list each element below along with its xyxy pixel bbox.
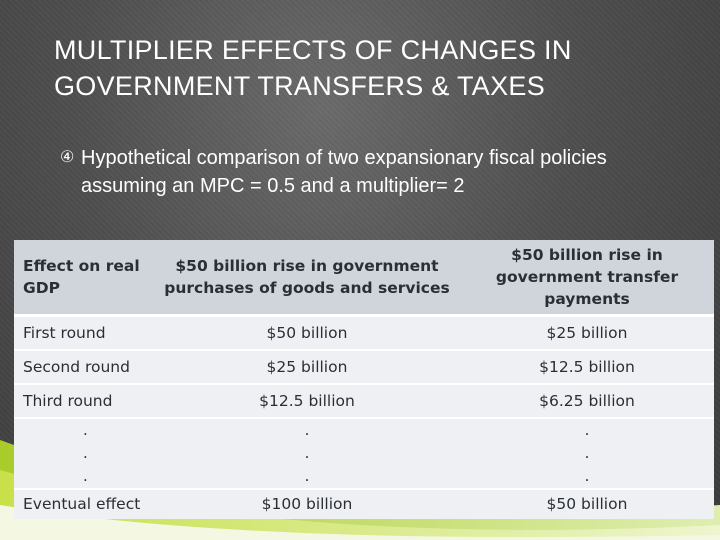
ellipsis-dot: . <box>83 443 88 462</box>
ellipsis-dot: . <box>584 443 590 462</box>
header-effect: Effect on real GDP <box>14 240 154 317</box>
ellipsis-dot: . <box>83 420 88 439</box>
ellipsis-row: . . . . . . . . . <box>14 417 714 490</box>
multiplier-table: Effect on real GDP $50 billion rise in g… <box>14 240 714 519</box>
purchases-value: $100 billion <box>154 488 460 519</box>
table-header-row: Effect on real GDP $50 billion rise in g… <box>14 240 714 317</box>
ellipsis-dot: . <box>304 443 310 462</box>
ellipsis-cell: . . . <box>14 417 154 490</box>
circled-digit-4-icon: ④ <box>60 149 75 166</box>
table-row: First round $50 billion $25 billion <box>14 315 714 351</box>
header-transfer-payments: $50 billion rise in government transfer … <box>459 240 714 317</box>
ellipsis-cell: . . . <box>154 417 460 490</box>
table-row: Third round $12.5 billion $6.25 billion <box>14 383 714 419</box>
ellipsis-cell: . . . <box>459 417 714 490</box>
eventual-effect-row: Eventual effect $100 billion $50 billion <box>14 488 714 519</box>
row-label: Second round <box>14 349 154 385</box>
ellipsis-dot: . <box>83 466 88 485</box>
bullet-text: Hypothetical comparison of two expansion… <box>81 147 607 197</box>
table-row: Second round $25 billion $12.5 billion <box>14 349 714 385</box>
transfers-value: $12.5 billion <box>459 349 714 385</box>
purchases-value: $50 billion <box>154 315 460 351</box>
row-label: Eventual effect <box>14 488 154 519</box>
bullet-point: ④ Hypothetical comparison of two expansi… <box>60 144 650 200</box>
ellipsis-dot: . <box>584 466 590 485</box>
row-label: Third round <box>14 383 154 419</box>
ellipsis-dot: . <box>304 466 310 485</box>
ellipsis-dot: . <box>304 420 310 439</box>
purchases-value: $25 billion <box>154 349 460 385</box>
purchases-value: $12.5 billion <box>154 383 460 419</box>
transfers-value: $6.25 billion <box>459 383 714 419</box>
row-label: First round <box>14 315 154 351</box>
header-government-purchases: $50 billion rise in government purchases… <box>154 240 460 317</box>
ellipsis-dot: . <box>584 420 590 439</box>
transfers-value: $50 billion <box>459 488 714 519</box>
slide-title: MULTIPLIER EFFECTS OF CHANGES IN GOVERNM… <box>54 35 572 101</box>
transfers-value: $25 billion <box>459 315 714 351</box>
